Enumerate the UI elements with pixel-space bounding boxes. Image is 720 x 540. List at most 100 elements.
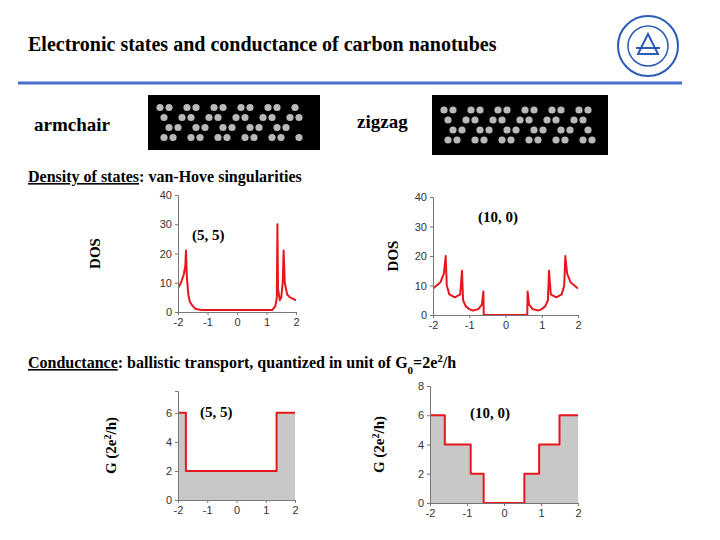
tick-mark bbox=[296, 312, 297, 315]
logo-ring bbox=[628, 26, 668, 66]
tube-atom bbox=[165, 124, 172, 131]
tick: 2 bbox=[575, 315, 581, 331]
x-axis: -2-1012 bbox=[174, 500, 299, 516]
tick-mark bbox=[295, 500, 296, 503]
tick-label: 2 bbox=[418, 468, 424, 480]
tube-atom bbox=[575, 106, 582, 113]
tick-mark bbox=[175, 500, 178, 501]
y-axis: 0246 bbox=[166, 392, 179, 507]
tube-atom bbox=[476, 126, 483, 133]
tick: 2 bbox=[292, 500, 298, 516]
tick: 10 bbox=[160, 277, 178, 289]
tick-label: 1 bbox=[539, 319, 545, 331]
tick-mark bbox=[237, 312, 238, 315]
tube-atom bbox=[453, 136, 460, 143]
tick-mark bbox=[207, 500, 208, 503]
axis-line bbox=[179, 313, 297, 316]
tube-atom bbox=[494, 106, 501, 113]
logo bbox=[618, 16, 678, 76]
tube-atom bbox=[250, 134, 257, 141]
tube-atom bbox=[557, 126, 564, 133]
conductance-line bbox=[178, 413, 295, 471]
tube-atom bbox=[273, 104, 280, 111]
tube-atom bbox=[228, 124, 235, 131]
tick-label: 0 bbox=[234, 316, 240, 328]
axis-line bbox=[175, 196, 179, 313]
tube-atom bbox=[530, 106, 537, 113]
tick: 20 bbox=[415, 250, 433, 262]
tube-atom bbox=[503, 106, 510, 113]
x-axis: -2-1012 bbox=[174, 312, 300, 328]
tick-label: 0 bbox=[501, 507, 507, 519]
tick: 0 bbox=[421, 309, 433, 321]
tick-label: -1 bbox=[465, 319, 475, 331]
zigzag-image bbox=[432, 95, 608, 155]
heading-part: =2e bbox=[413, 354, 437, 371]
tube-background bbox=[148, 95, 320, 150]
tube-atom bbox=[570, 116, 577, 123]
tube-atom bbox=[503, 126, 510, 133]
tube-atom bbox=[246, 104, 253, 111]
tick-label: 4 bbox=[418, 439, 424, 451]
chart-label: (5, 5) bbox=[200, 404, 233, 421]
tube-atom bbox=[507, 136, 514, 143]
tick-label: 1 bbox=[263, 504, 269, 516]
tick-label: 0 bbox=[421, 309, 427, 321]
y-axis-title: DOS bbox=[87, 238, 103, 269]
tube-background bbox=[432, 95, 608, 155]
tick: 0 bbox=[501, 503, 507, 519]
tube-atom bbox=[241, 114, 248, 121]
tick: 40 bbox=[415, 191, 433, 203]
tube-atom bbox=[449, 106, 456, 113]
tick-label: -1 bbox=[463, 507, 473, 519]
tick: 0 bbox=[166, 306, 178, 318]
tick-mark bbox=[427, 386, 430, 387]
tick: 4 bbox=[418, 439, 430, 451]
tube-atom bbox=[543, 116, 550, 123]
tube-atom bbox=[525, 136, 532, 143]
tube-atom bbox=[196, 134, 203, 141]
tube-atom bbox=[192, 124, 199, 131]
tick-mark bbox=[427, 474, 430, 475]
conductance-area bbox=[178, 413, 295, 500]
tube-atom bbox=[183, 104, 190, 111]
tick-label: 20 bbox=[160, 248, 172, 260]
tube-atom bbox=[277, 134, 284, 141]
axis-line bbox=[175, 392, 179, 501]
tick-label: 2 bbox=[293, 316, 299, 328]
tick-mark bbox=[430, 197, 433, 198]
tube-atom bbox=[246, 124, 253, 131]
tick: 0 bbox=[234, 312, 240, 328]
tube-atom bbox=[579, 116, 586, 123]
tick: 2 bbox=[166, 465, 178, 477]
slide-title: Electronic states and conductance of car… bbox=[28, 33, 497, 55]
tick-mark bbox=[175, 413, 178, 414]
tube-atom bbox=[498, 116, 505, 123]
y-axis: 02468 bbox=[418, 380, 431, 509]
tick-label: 1 bbox=[264, 316, 270, 328]
tick: 2 bbox=[293, 312, 299, 328]
tick-mark bbox=[427, 415, 430, 416]
tube-atom bbox=[160, 134, 167, 141]
tube-atom bbox=[548, 106, 555, 113]
tube-atom bbox=[516, 116, 523, 123]
tick-mark bbox=[430, 256, 433, 257]
tick: 0 bbox=[166, 494, 178, 506]
tube-atom bbox=[588, 136, 595, 143]
y-axis-title-part: /h) bbox=[371, 416, 388, 435]
dos-line bbox=[433, 256, 578, 315]
tube-atom bbox=[219, 104, 226, 111]
tick-label: 2 bbox=[575, 319, 581, 331]
tube-atom bbox=[219, 124, 226, 131]
tick-mark bbox=[175, 254, 178, 255]
axis-line bbox=[427, 387, 431, 504]
tick-mark bbox=[175, 195, 178, 196]
tick: 30 bbox=[160, 218, 178, 230]
axis-line bbox=[434, 316, 579, 319]
tube-atom bbox=[187, 114, 194, 121]
tick-mark bbox=[175, 283, 178, 284]
tick-label: 6 bbox=[166, 407, 172, 419]
tube-atom bbox=[169, 134, 176, 141]
tick: 8 bbox=[418, 380, 430, 392]
tube-atom bbox=[458, 126, 465, 133]
